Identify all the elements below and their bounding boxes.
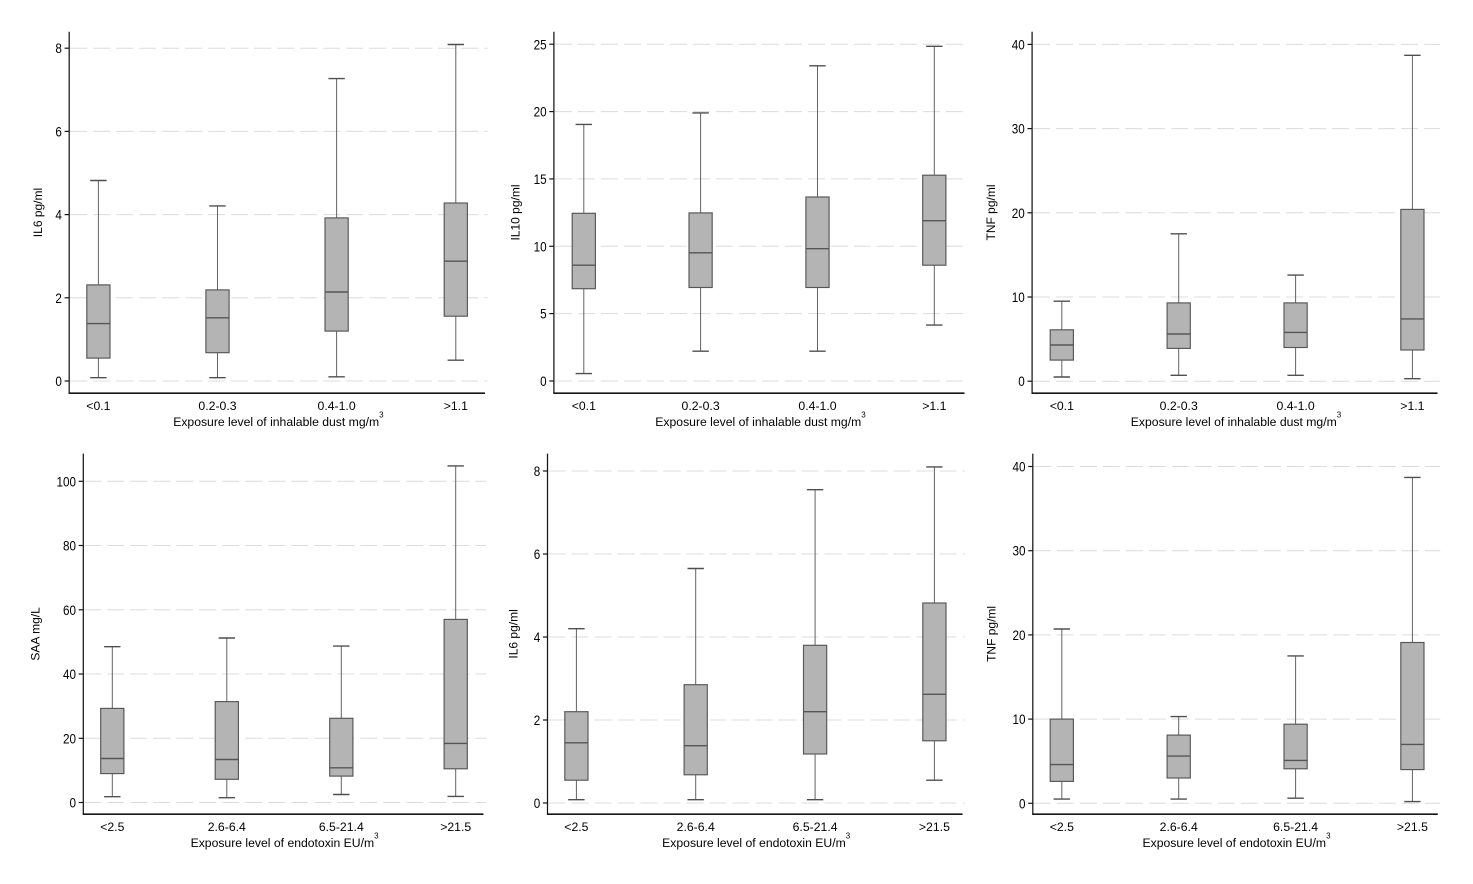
svg-text:10: 10 <box>1012 711 1025 727</box>
svg-text:80: 80 <box>63 538 76 554</box>
svg-text:2.6-6.4: 2.6-6.4 <box>208 820 246 834</box>
svg-text:0: 0 <box>534 795 541 811</box>
svg-text:>21.5: >21.5 <box>440 820 471 834</box>
svg-text:0.2-0.3: 0.2-0.3 <box>198 399 236 413</box>
svg-text:2: 2 <box>534 712 541 728</box>
svg-text:20: 20 <box>1012 627 1025 643</box>
svg-text:<2.5: <2.5 <box>564 820 588 834</box>
svg-text:30: 30 <box>1012 543 1025 559</box>
svg-text:<0.1: <0.1 <box>86 399 110 413</box>
svg-text:5: 5 <box>540 306 547 322</box>
svg-text:40: 40 <box>63 666 76 682</box>
svg-text:6.5-21.4: 6.5-21.4 <box>793 820 838 834</box>
svg-text:0.2-0.3: 0.2-0.3 <box>1160 399 1198 413</box>
svg-text:15: 15 <box>534 171 547 187</box>
svg-text:100: 100 <box>56 473 76 489</box>
svg-text:IL6 pg/ml: IL6 pg/ml <box>31 188 45 237</box>
svg-text:0.4-1.0: 0.4-1.0 <box>318 399 356 413</box>
svg-text:Exposure level of endotoxin EU: Exposure level of endotoxin EU/m3 <box>191 832 380 851</box>
svg-text:<0.1: <0.1 <box>572 399 596 413</box>
svg-text:2.6-6.4: 2.6-6.4 <box>677 820 715 834</box>
svg-text:IL10 pg/ml: IL10 pg/ml <box>509 184 523 240</box>
svg-text:IL6 pg/ml: IL6 pg/ml <box>507 609 521 658</box>
svg-text:20: 20 <box>1012 205 1025 221</box>
svg-text:6.5-21.4: 6.5-21.4 <box>1273 820 1318 834</box>
svg-text:2.6-6.4: 2.6-6.4 <box>1160 820 1198 834</box>
svg-text:10: 10 <box>534 238 547 254</box>
svg-text:>1.1: >1.1 <box>1400 399 1424 413</box>
svg-text:8: 8 <box>55 40 62 56</box>
svg-text:8: 8 <box>534 463 541 479</box>
svg-text:20: 20 <box>63 730 76 746</box>
svg-text:TNF pg/ml: TNF pg/ml <box>985 606 999 662</box>
svg-text:>1.1: >1.1 <box>444 399 468 413</box>
svg-text:SAA mg/L: SAA mg/L <box>29 607 43 661</box>
svg-text:40: 40 <box>1012 36 1025 52</box>
svg-text:4: 4 <box>55 207 62 223</box>
svg-text:6: 6 <box>534 546 541 562</box>
svg-text:10: 10 <box>1012 289 1025 305</box>
svg-text:0.4-1.0: 0.4-1.0 <box>1277 399 1315 413</box>
svg-text:25: 25 <box>534 36 547 52</box>
svg-text:Exposure level of inhalable du: Exposure level of inhalable dust mg/m3 <box>1131 411 1342 430</box>
svg-text:Exposure level of inhalable du: Exposure level of inhalable dust mg/m3 <box>655 411 866 430</box>
svg-text:0: 0 <box>1018 373 1025 389</box>
svg-text:<2.5: <2.5 <box>100 820 124 834</box>
svg-text:60: 60 <box>63 602 76 618</box>
svg-text:<0.1: <0.1 <box>1050 399 1074 413</box>
svg-text:>21.5: >21.5 <box>1397 820 1428 834</box>
svg-text:>21.5: >21.5 <box>919 820 950 834</box>
svg-text:Exposure level of inhalable du: Exposure level of inhalable dust mg/m3 <box>173 411 384 430</box>
svg-text:0: 0 <box>69 794 76 810</box>
svg-text:2: 2 <box>55 290 62 306</box>
svg-text:0.2-0.3: 0.2-0.3 <box>682 399 720 413</box>
svg-text:0.4-1.0: 0.4-1.0 <box>798 399 836 413</box>
svg-text:Exposure level of endotoxin EU: Exposure level of endotoxin EU/m3 <box>1142 832 1331 851</box>
svg-text:>1.1: >1.1 <box>922 399 946 413</box>
svg-text:0: 0 <box>540 373 547 389</box>
svg-text:0: 0 <box>1019 795 1026 811</box>
svg-text:0: 0 <box>55 373 62 389</box>
svg-text:<2.5: <2.5 <box>1050 820 1074 834</box>
svg-text:Exposure level of endotoxin EU: Exposure level of endotoxin EU/m3 <box>662 832 851 851</box>
svg-text:6.5-21.4: 6.5-21.4 <box>319 820 364 834</box>
svg-text:30: 30 <box>1012 121 1025 137</box>
svg-text:6: 6 <box>55 123 62 139</box>
svg-text:TNF pg/ml: TNF pg/ml <box>984 184 998 240</box>
svg-text:20: 20 <box>534 104 547 120</box>
svg-text:4: 4 <box>534 629 541 645</box>
svg-text:40: 40 <box>1012 458 1025 474</box>
